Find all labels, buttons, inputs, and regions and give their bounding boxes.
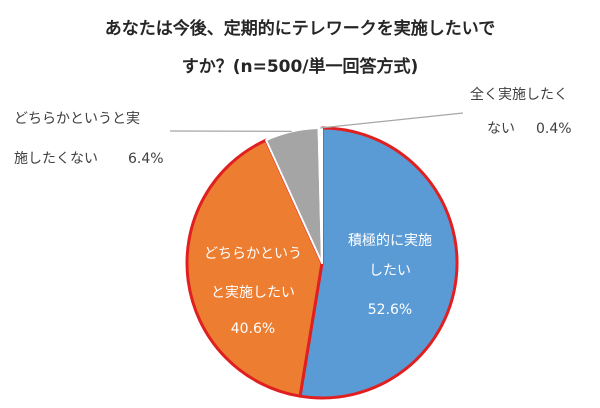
slice-somewhat-yes <box>185 138 324 398</box>
slice-label-somewhat-no-line2: 施したくない <box>14 151 98 167</box>
slice-value-somewhat-no: 6.4% <box>128 151 164 167</box>
slice-label-somewhat-no-line1: どちらかというと実 <box>14 111 140 127</box>
slice-label-somewhat-yes-line1: どちらかという <box>204 246 302 262</box>
slice-value-no: 0.4% <box>536 121 572 137</box>
slice-label-somewhat-yes-line2: と実施したい <box>211 285 295 301</box>
slice-label-yes-line2: したい <box>369 263 411 279</box>
chart-title-line-2: すか？(n=500/単一回答方式) <box>181 57 419 77</box>
slice-label-no-line1: 全く実施したく <box>470 87 568 103</box>
chart-title-line-1: あなたは今後、定期的にテレワークを実施したいで <box>104 19 496 39</box>
slice-label-yes-line1: 積極的に実施 <box>348 233 432 249</box>
slice-label-no-line2: ない <box>487 121 515 137</box>
slice-value-yes: 52.6% <box>367 302 413 318</box>
slice-yes <box>298 126 459 400</box>
leader-line-no <box>320 112 464 129</box>
slice-value-somewhat-yes: 40.6% <box>230 321 276 337</box>
